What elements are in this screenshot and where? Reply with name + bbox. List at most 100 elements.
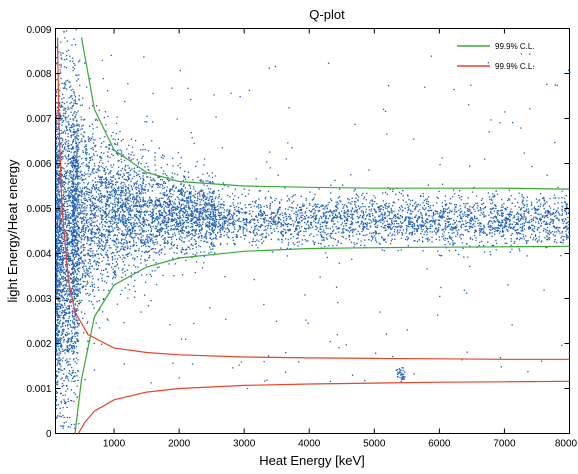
scatter-point <box>61 145 63 147</box>
scatter-point <box>203 196 205 198</box>
scatter-point <box>73 291 75 294</box>
scatter-point <box>138 196 140 198</box>
scatter-point <box>56 257 58 259</box>
scatter-point <box>140 188 142 190</box>
scatter-point <box>67 187 69 189</box>
scatter-point <box>72 162 74 164</box>
scatter-point <box>74 361 76 363</box>
scatter-point <box>129 174 132 176</box>
scatter-point <box>106 215 108 217</box>
scatter-point <box>55 325 57 327</box>
scatter-point <box>85 216 87 219</box>
scatter-point <box>79 207 81 209</box>
scatter-point <box>201 223 204 225</box>
scatter-point <box>133 175 135 177</box>
scatter-point <box>130 223 132 226</box>
scatter-point <box>122 243 124 246</box>
scatter-point <box>93 295 96 297</box>
scatter-point <box>58 225 60 227</box>
scatter-point <box>68 341 70 343</box>
scatter-point <box>150 248 153 250</box>
scatter-point <box>55 282 57 284</box>
scatter-point <box>93 197 95 199</box>
scatter-point <box>194 222 196 224</box>
scatter-point <box>69 118 71 120</box>
scatter-point <box>183 241 185 243</box>
scatter-point <box>59 282 61 284</box>
scatter-point <box>63 191 65 193</box>
scatter-point <box>56 203 58 205</box>
scatter-point <box>196 222 198 224</box>
scatter-point <box>178 233 180 235</box>
scatter-point <box>58 246 61 248</box>
scatter-point <box>57 281 59 283</box>
scatter-point <box>86 272 88 274</box>
scatter-point <box>184 178 186 180</box>
scatter-point <box>126 202 129 204</box>
scatter-point <box>76 294 78 296</box>
scatter-point <box>180 230 182 232</box>
scatter-point <box>58 362 61 364</box>
scatter-point <box>88 153 90 155</box>
scatter-point <box>72 212 74 214</box>
scatter-point <box>115 132 117 135</box>
scatter-point <box>67 364 69 366</box>
scatter-point <box>59 181 61 183</box>
scatter-point <box>55 269 57 271</box>
scatter-point <box>80 245 82 247</box>
scatter-point <box>89 265 91 268</box>
scatter-point <box>129 235 131 237</box>
scatter-point <box>98 227 100 229</box>
scatter-point <box>159 249 161 251</box>
scatter-point <box>100 222 103 224</box>
scatter-point <box>143 172 146 174</box>
scatter-point <box>190 214 192 216</box>
scatter-point <box>163 228 165 230</box>
scatter-point <box>67 333 69 335</box>
scatter-point <box>74 332 76 334</box>
scatter-point <box>71 263 73 266</box>
scatter-point <box>171 238 173 240</box>
scatter-point <box>72 205 75 208</box>
scatter-point <box>135 202 137 204</box>
scatter-point <box>123 234 126 236</box>
scatter-point <box>86 165 89 167</box>
scatter-point <box>58 159 60 162</box>
scatter-point <box>105 218 108 220</box>
scatter-point <box>190 193 192 195</box>
scatter-point <box>120 161 123 163</box>
scatter-point <box>65 403 67 405</box>
scatter-point <box>144 214 146 216</box>
scatter-point <box>200 179 202 181</box>
scatter-point <box>102 215 104 217</box>
scatter-point <box>105 166 107 168</box>
scatter-point <box>103 141 105 143</box>
scatter-point <box>185 226 187 228</box>
scatter-point <box>163 195 166 197</box>
scatter-point <box>82 210 84 212</box>
scatter-point <box>127 218 129 220</box>
scatter-point <box>106 229 108 231</box>
scatter-point <box>86 191 88 193</box>
scatter-point <box>60 142 63 144</box>
scatter-point <box>110 225 112 227</box>
scatter-point <box>64 87 66 89</box>
scatter-point <box>67 147 69 150</box>
scatter-point <box>189 248 191 250</box>
scatter-point <box>201 208 203 210</box>
scatter-point <box>174 226 176 228</box>
scatter-point <box>122 203 124 205</box>
scatter-point <box>96 261 98 263</box>
scatter-point <box>75 208 77 210</box>
scatter-point <box>111 259 114 261</box>
scatter-point <box>61 248 63 251</box>
scatter-point <box>55 313 57 315</box>
scatter-point <box>58 250 60 252</box>
scatter-point <box>66 244 68 246</box>
scatter-point <box>122 224 125 226</box>
scatter-point <box>89 157 92 159</box>
scatter-point <box>103 170 105 172</box>
scatter-point <box>155 202 157 204</box>
scatter-point <box>83 210 85 212</box>
scatter-point <box>100 152 102 154</box>
